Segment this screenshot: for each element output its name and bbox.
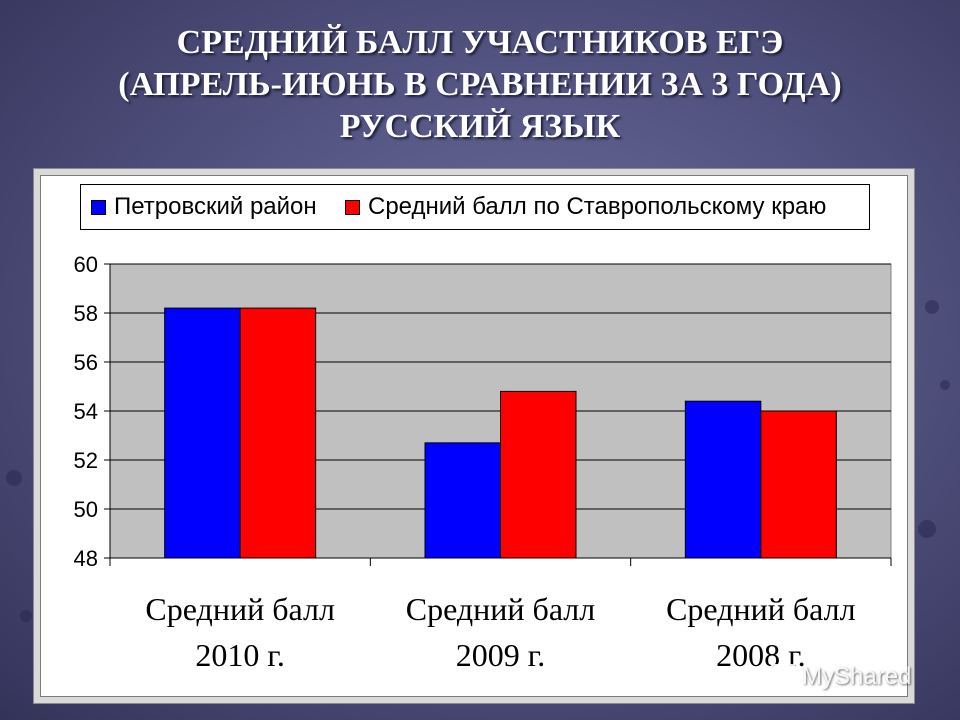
background-dot bbox=[918, 520, 936, 538]
bar bbox=[684, 400, 762, 559]
background-dot bbox=[6, 470, 22, 486]
x-category-label: Средний балл bbox=[666, 591, 856, 627]
bar bbox=[500, 390, 577, 559]
background-dot bbox=[925, 300, 939, 314]
y-tick-label: 52 bbox=[74, 448, 98, 473]
y-tick-label: 50 bbox=[74, 497, 98, 522]
bar bbox=[760, 410, 837, 559]
y-tick-label: 48 bbox=[74, 546, 98, 571]
bar bbox=[239, 307, 317, 559]
background-dot bbox=[20, 610, 32, 622]
slide-title: СРЕДНИЙ БАЛЛ УЧАСТНИКОВ ЕГЭ (АПРЕЛЬ-ИЮНЬ… bbox=[0, 22, 960, 148]
title-line-1: СРЕДНИЙ БАЛЛ УЧАСТНИКОВ ЕГЭ bbox=[176, 24, 784, 61]
x-category-label: 2010 г. bbox=[195, 637, 285, 673]
title-line-3: РУССКИЙ ЯЗЫК bbox=[339, 108, 621, 145]
legend-swatch-red bbox=[345, 199, 360, 215]
bar bbox=[424, 442, 501, 559]
x-category-label: Средний балл bbox=[406, 591, 596, 627]
chart-legend: Петровский район Средний балл по Ставроп… bbox=[80, 184, 870, 230]
watermark-text: MyShared bbox=[802, 663, 912, 690]
legend-swatch-blue bbox=[91, 199, 106, 215]
legend-item-stavropol: Средний балл по Ставропольскому краю bbox=[345, 185, 826, 229]
presentation-icon bbox=[770, 664, 796, 690]
y-tick-label: 54 bbox=[74, 399, 98, 424]
x-category-label: 2009 г. bbox=[456, 637, 546, 673]
background-dot bbox=[940, 380, 950, 390]
y-tick-label: 58 bbox=[74, 301, 98, 326]
bar bbox=[164, 307, 241, 559]
legend-label: Петровский район bbox=[114, 193, 317, 220]
legend-label: Средний балл по Ставропольскому краю bbox=[368, 193, 827, 220]
title-line-2: (АПРЕЛЬ-ИЮНЬ В СРАВНЕНИИ ЗА 3 ГОДА) bbox=[118, 66, 842, 103]
y-tick-label: 56 bbox=[74, 350, 98, 375]
y-tick-label: 60 bbox=[74, 252, 98, 277]
watermark: MyShared bbox=[770, 660, 911, 694]
legend-item-petrovsky: Петровский район bbox=[91, 185, 317, 229]
x-category-label: Средний балл bbox=[145, 591, 335, 627]
x-category-label: 2008 г. bbox=[716, 637, 806, 673]
